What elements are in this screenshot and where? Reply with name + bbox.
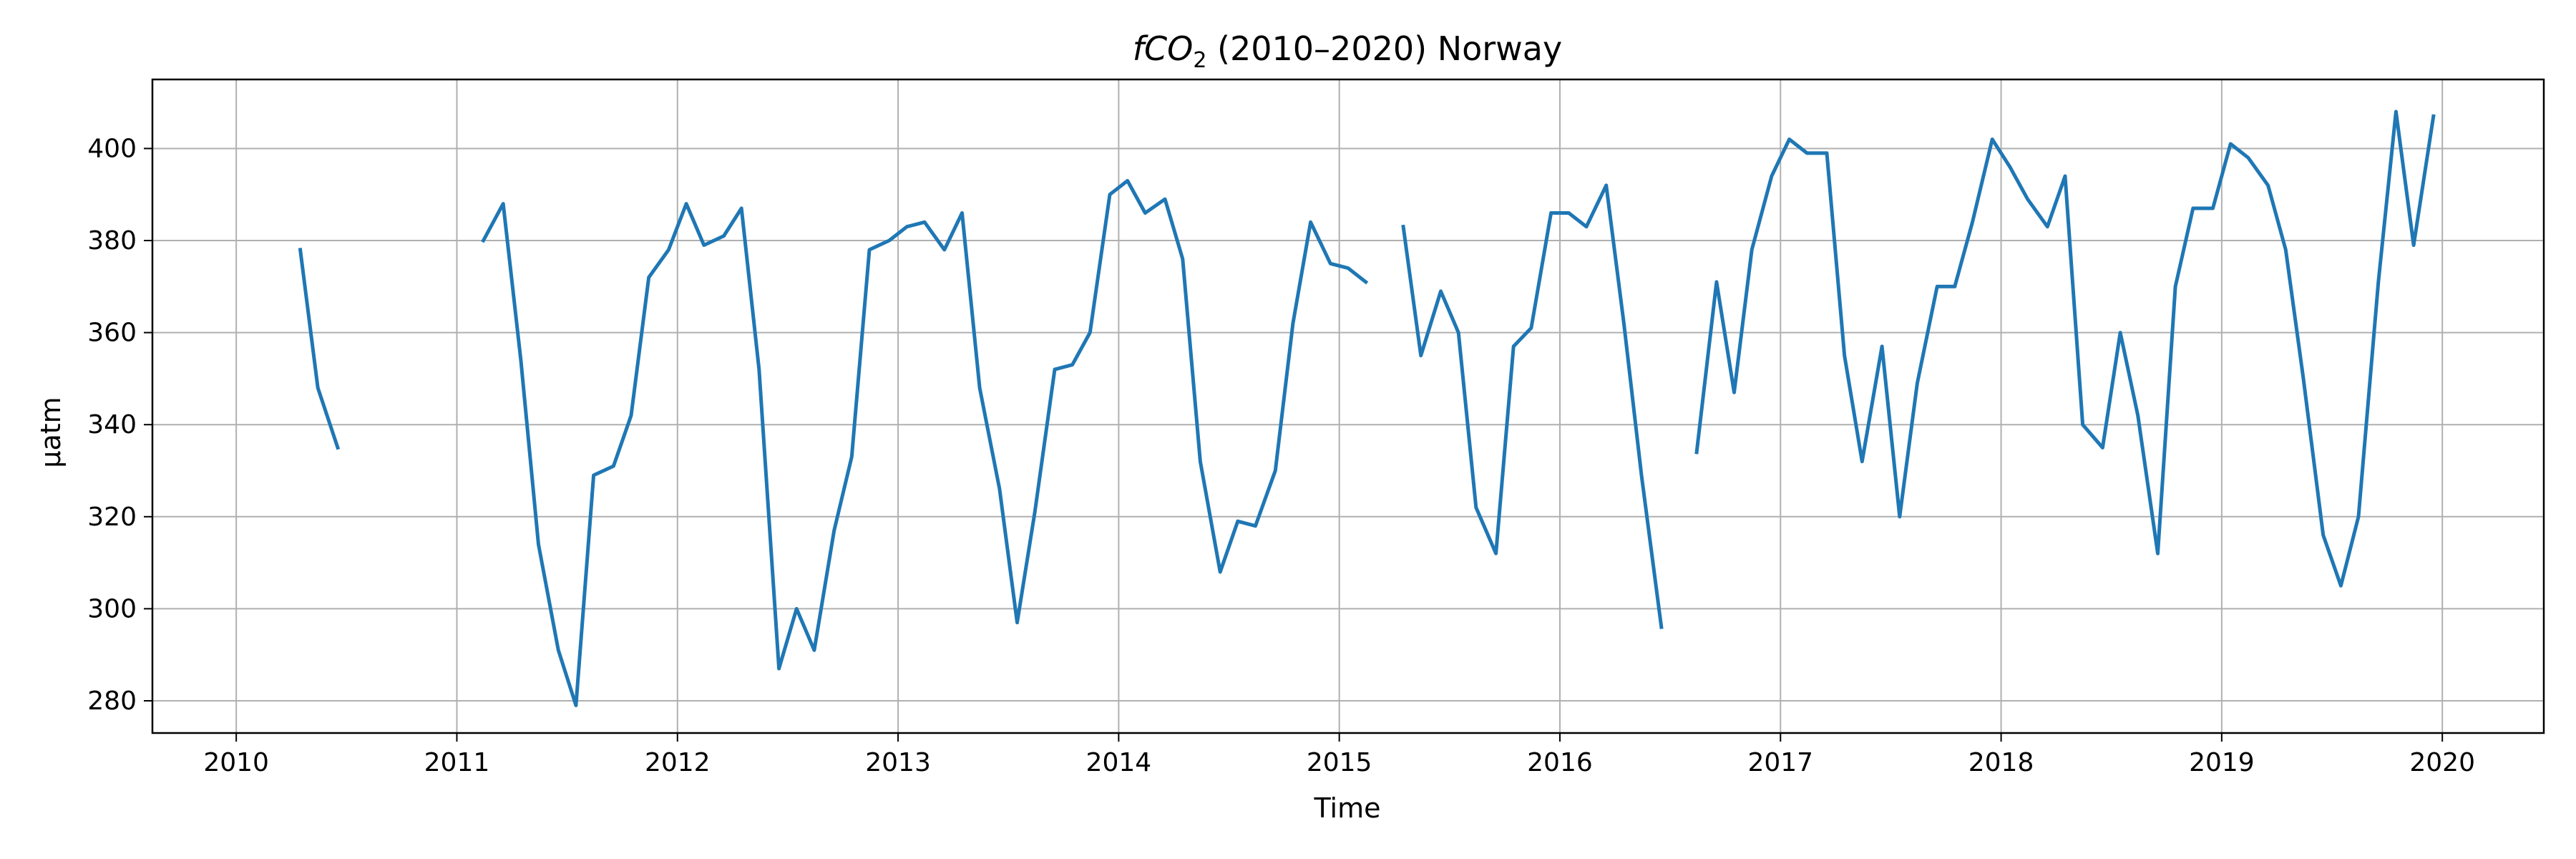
- x-axis-label: Time: [1314, 792, 1381, 824]
- series-line-segment: [1401, 183, 1664, 629]
- x-axis: 2010 2011 2012 2013 2014 2015 2016 2017 2018 2019…: [203, 733, 2475, 777]
- x-tick-label: 2019: [2189, 748, 2255, 777]
- title-subscript: 2: [1193, 48, 1206, 73]
- chart-title: fCO2 (2010–2020) Norway: [1133, 29, 1562, 73]
- series-line-segment: [481, 179, 1369, 707]
- title-rest: (2010–2020) Norway: [1206, 29, 1562, 68]
- y-tick-label: 300: [87, 594, 137, 623]
- y-tick-label: 280: [87, 686, 137, 716]
- plot-frame: [151, 78, 2545, 734]
- y-tick-label: 320: [87, 503, 137, 532]
- y-tick-label: 340: [87, 410, 137, 440]
- series-fco2: [298, 110, 2436, 707]
- grid: [152, 79, 2544, 733]
- series-line-segment: [298, 248, 341, 450]
- y-axis: 280 300 320 340 360 380 400: [87, 134, 152, 716]
- y-axis-label: µatm: [35, 397, 67, 467]
- y-tick-label: 400: [87, 134, 137, 163]
- y-tick-label: 380: [87, 226, 137, 256]
- x-tick-label: 2015: [1307, 748, 1372, 777]
- title-variable: fCO: [1133, 29, 1194, 68]
- x-tick-label: 2018: [1968, 748, 2034, 777]
- x-tick-label: 2017: [1747, 748, 1813, 777]
- x-tick-label: 2013: [865, 748, 931, 777]
- x-tick-label: 2010: [203, 748, 269, 777]
- x-tick-label: 2016: [1527, 748, 1593, 777]
- x-tick-label: 2012: [645, 748, 711, 777]
- x-tick-label: 2014: [1086, 748, 1152, 777]
- y-tick-label: 360: [87, 319, 137, 348]
- x-tick-label: 2011: [424, 748, 490, 777]
- series-line-segment: [1694, 110, 2436, 588]
- x-tick-label: 2020: [2409, 748, 2475, 777]
